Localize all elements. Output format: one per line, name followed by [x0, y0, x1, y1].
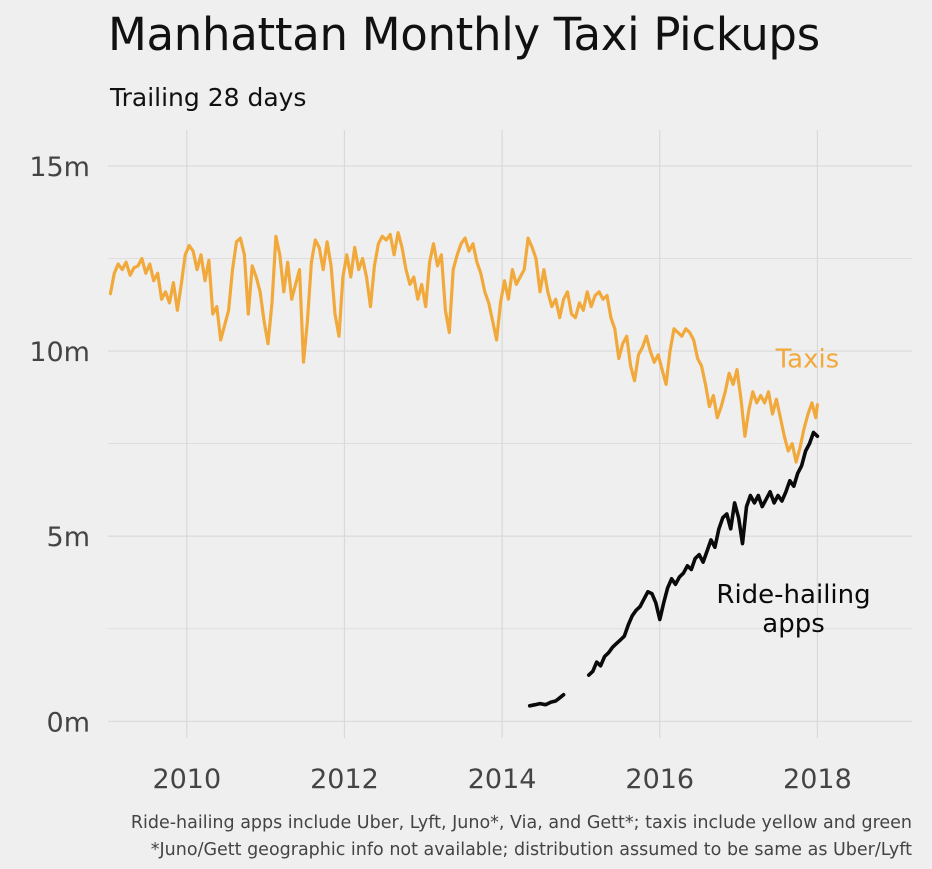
chart-title: Manhattan Monthly Taxi Pickups: [108, 8, 820, 61]
gridlines: [108, 130, 912, 738]
y-tick-label: 0m: [47, 707, 90, 738]
caption-line-2: *Juno/Gett geographic info not available…: [150, 840, 912, 860]
x-tick-label: 2010: [152, 764, 221, 795]
x-tick-label: 2014: [468, 764, 537, 795]
y-tick-label: 10m: [29, 337, 90, 368]
ride-hailing-series-label: apps: [762, 609, 825, 639]
chart-subtitle: Trailing 28 days: [110, 83, 307, 112]
caption-line-1: Ride-hailing apps include Uber, Lyft, Ju…: [130, 813, 912, 833]
taxis-series-label: Taxis: [775, 345, 840, 375]
y-tick-label: 5m: [47, 522, 90, 553]
x-tick-label: 2012: [310, 764, 379, 795]
ride-hailing-line: [527, 692, 566, 708]
ride-hailing-line: [587, 430, 820, 677]
ride-hailing-series-label: Ride-hailing: [716, 580, 870, 610]
x-tick-label: 2018: [783, 764, 852, 795]
series-lines: [108, 231, 820, 708]
y-tick-label: 15m: [29, 152, 90, 183]
axis-tick-labels: 0m 5m 10m 15m 2010 2012 2014 2016 2018: [29, 152, 851, 795]
x-tick-label: 2016: [625, 764, 694, 795]
taxis-line: [108, 231, 819, 464]
